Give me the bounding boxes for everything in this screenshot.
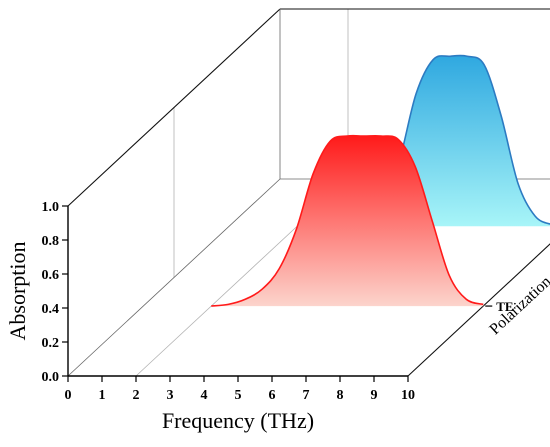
y-tick-label: 0.2 — [42, 336, 60, 351]
y-tick-label: 0.6 — [42, 268, 60, 283]
y-axis-title: Absorption — [5, 242, 30, 341]
x-tick-label: 2 — [133, 388, 140, 403]
axes-layer — [62, 205, 493, 382]
x-tick-label: 8 — [337, 388, 344, 403]
labels-layer: TMTE0123456789100.00.20.40.60.81.0Freque… — [5, 200, 550, 433]
y-tick-label: 0.4 — [42, 302, 60, 317]
series-area-tm — [297, 55, 550, 227]
x-tick-label: 0 — [65, 388, 72, 403]
z-axis-title: Polarization mode — [486, 246, 550, 338]
x-tick-label: 1 — [99, 388, 106, 403]
series-line-te — [211, 134, 484, 307]
floor-left-edge — [67, 178, 281, 377]
x-tick-label: 9 — [371, 388, 378, 403]
y-tick-label: 0.8 — [42, 234, 60, 249]
x-tick-label: 10 — [401, 388, 415, 403]
series-te — [211, 134, 484, 307]
series-area-te — [211, 135, 484, 307]
x-axis-title: Frequency (THz) — [162, 408, 314, 433]
y-tick-label: 1.0 — [42, 200, 60, 215]
x-tick-label: 7 — [303, 388, 310, 403]
z-tick-label-te: TE — [496, 299, 513, 314]
y-tick-label: 0.0 — [42, 370, 60, 385]
x-tick-label: 3 — [167, 388, 174, 403]
x-tick-label: 5 — [235, 388, 242, 403]
floor-right-edge — [407, 243, 550, 377]
top-left-edge — [67, 8, 281, 207]
x-tick-label: 6 — [269, 388, 276, 403]
x-tick-label: 4 — [201, 388, 208, 403]
series-layer — [211, 54, 550, 307]
